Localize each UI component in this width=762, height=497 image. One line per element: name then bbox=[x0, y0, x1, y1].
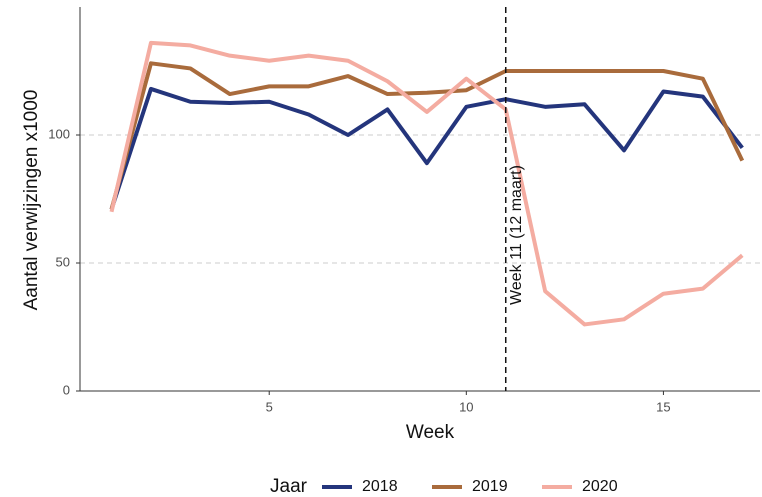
legend-label: 2019 bbox=[472, 478, 508, 495]
x-tick-label: 5 bbox=[266, 399, 273, 414]
legend-label: 2020 bbox=[582, 478, 618, 495]
y-tick-label: 100 bbox=[48, 126, 70, 141]
line bbox=[109, 40, 744, 327]
x-tick-label: 15 bbox=[656, 399, 670, 414]
y-axis-label: Aantal verwijzingen x1000 bbox=[21, 90, 42, 311]
y-tick-label: 0 bbox=[63, 382, 70, 397]
line bbox=[109, 86, 744, 210]
line bbox=[109, 61, 745, 210]
legend-label: 2018 bbox=[362, 478, 398, 495]
y-tick-label: 50 bbox=[56, 254, 70, 269]
legend-title: Jaar bbox=[270, 476, 308, 497]
x-tick-label: 10 bbox=[459, 399, 473, 414]
annotation-label: Week 11 (12 maart) bbox=[508, 165, 525, 305]
x-axis-label: Week bbox=[406, 422, 455, 443]
